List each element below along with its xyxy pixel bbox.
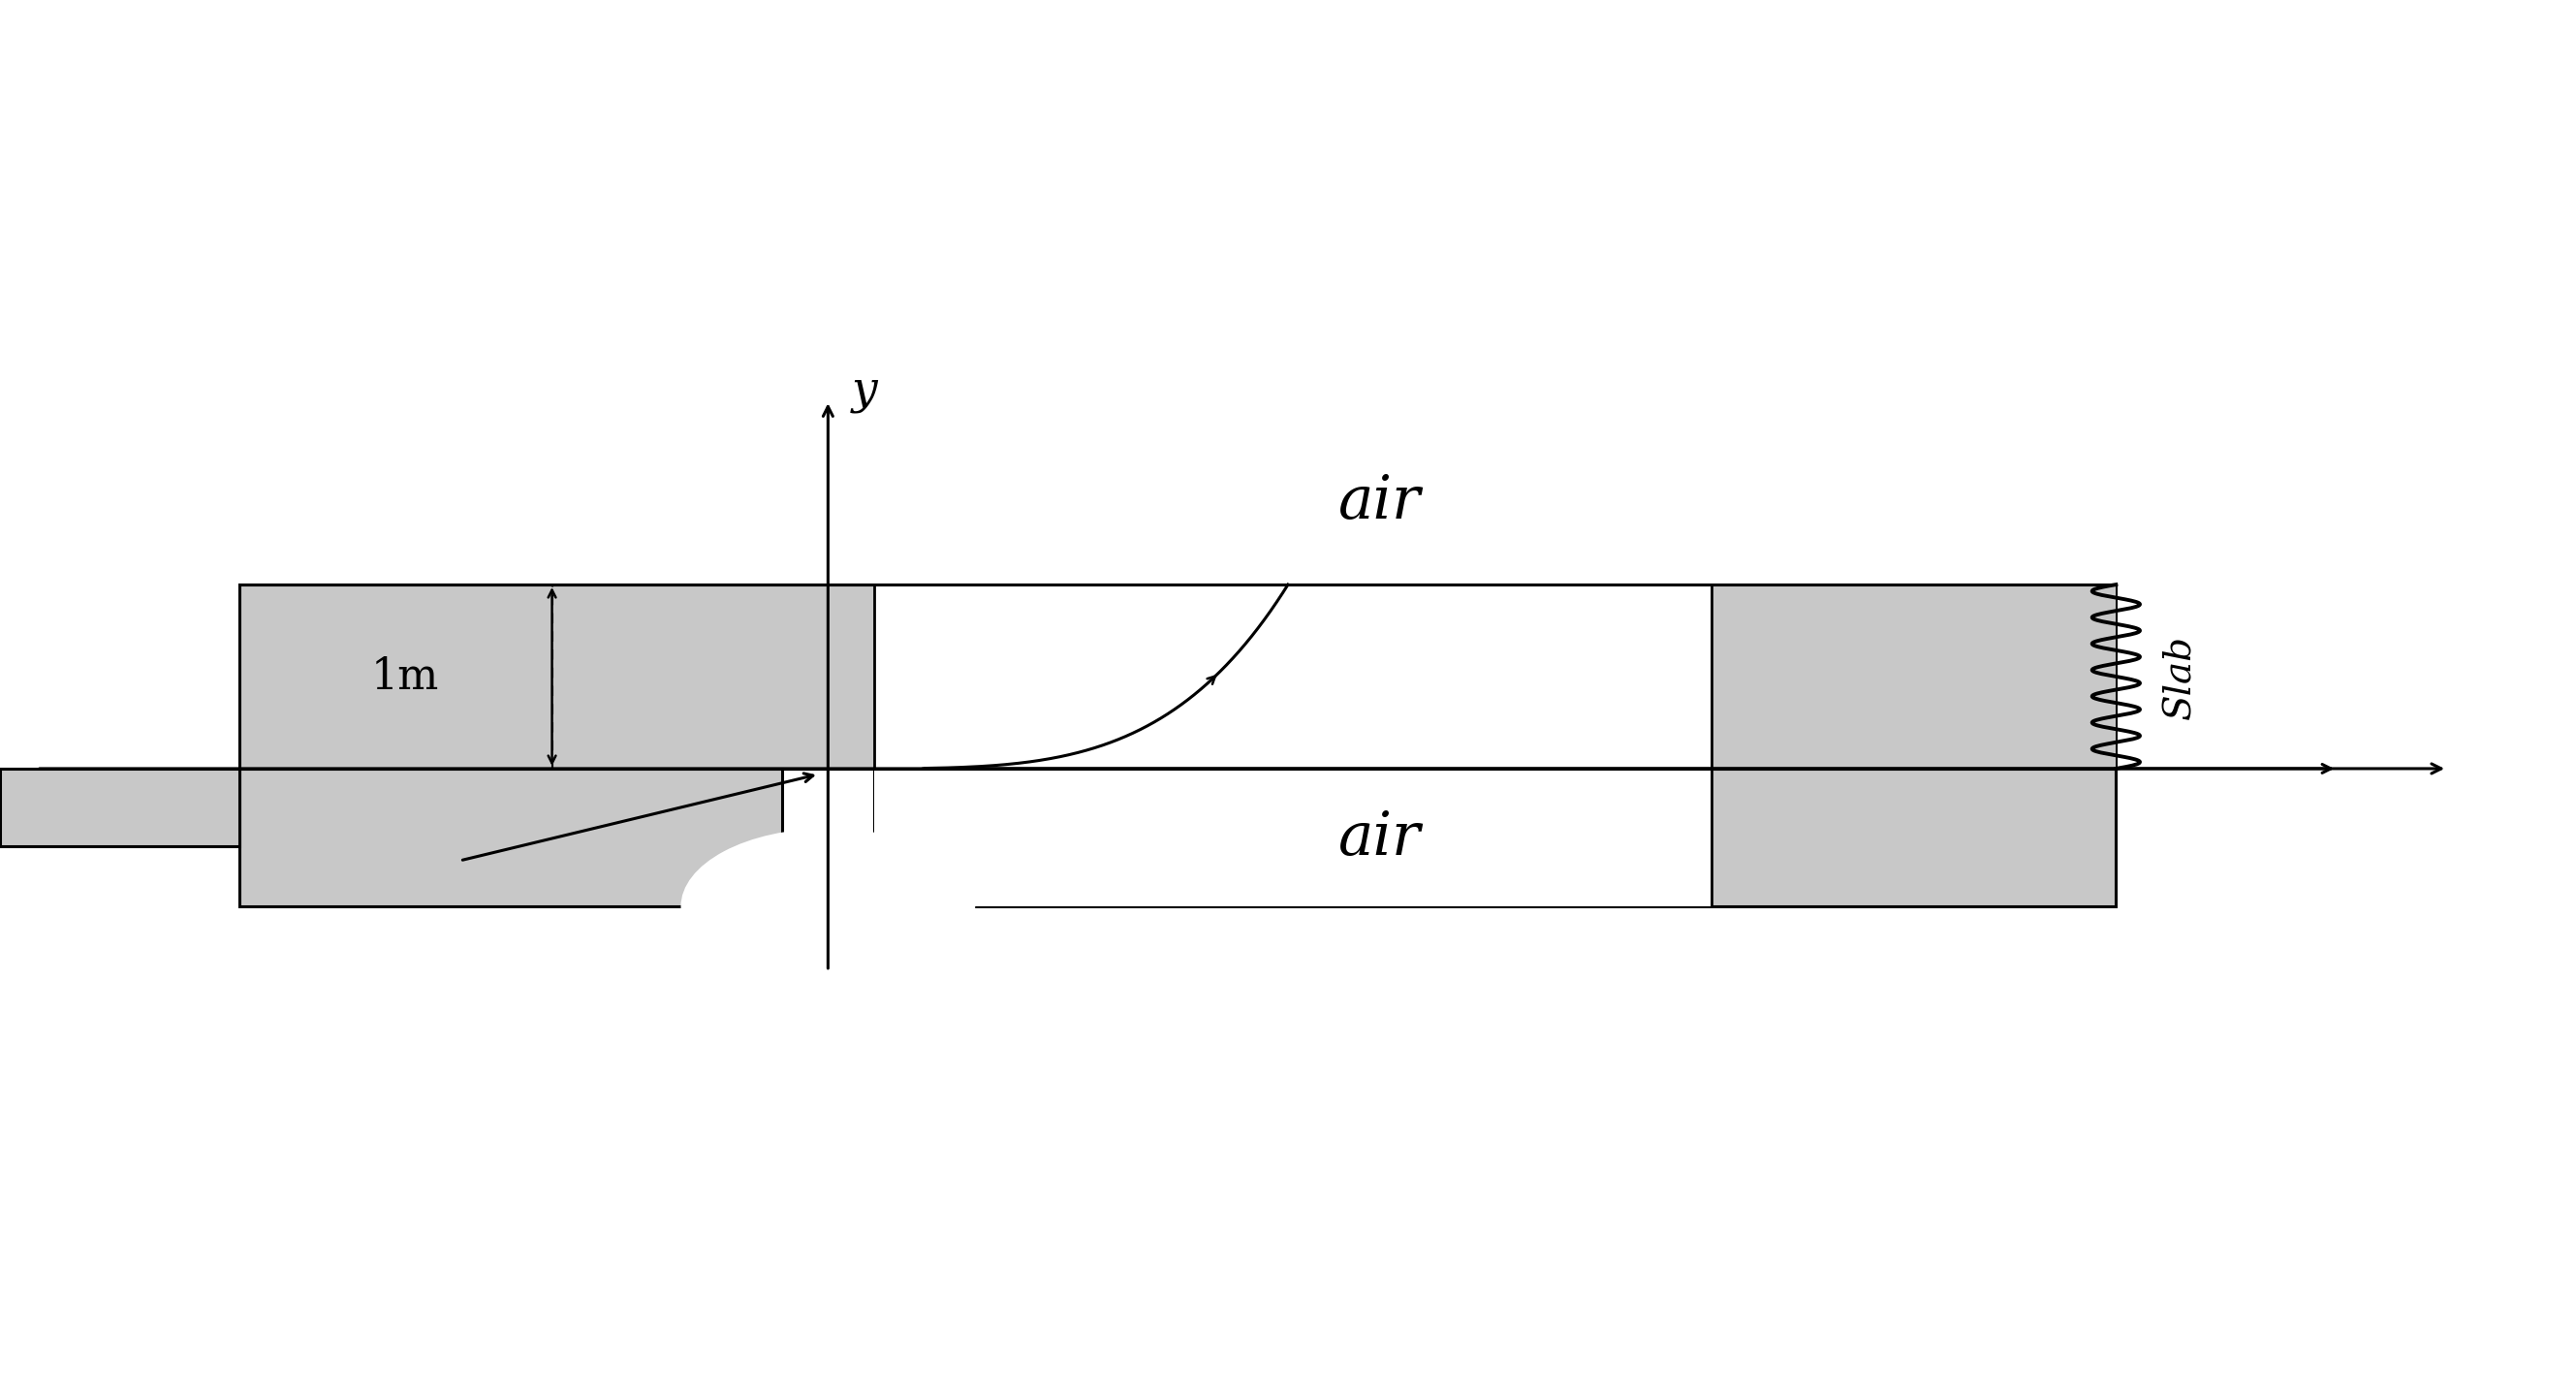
Bar: [0, 769, 240, 847]
Bar: [873, 769, 2115, 906]
Text: y: y: [853, 370, 878, 413]
Bar: [240, 585, 2115, 769]
Text: 1m: 1m: [371, 656, 438, 698]
Text: Slab: Slab: [2161, 634, 2197, 719]
Ellipse shape: [680, 828, 976, 986]
Bar: [873, 585, 1710, 769]
Bar: [1710, 585, 2115, 769]
Bar: [873, 769, 1710, 906]
Bar: [240, 769, 783, 906]
Text: air: air: [1340, 809, 1422, 867]
Text: air: air: [1340, 473, 1422, 531]
